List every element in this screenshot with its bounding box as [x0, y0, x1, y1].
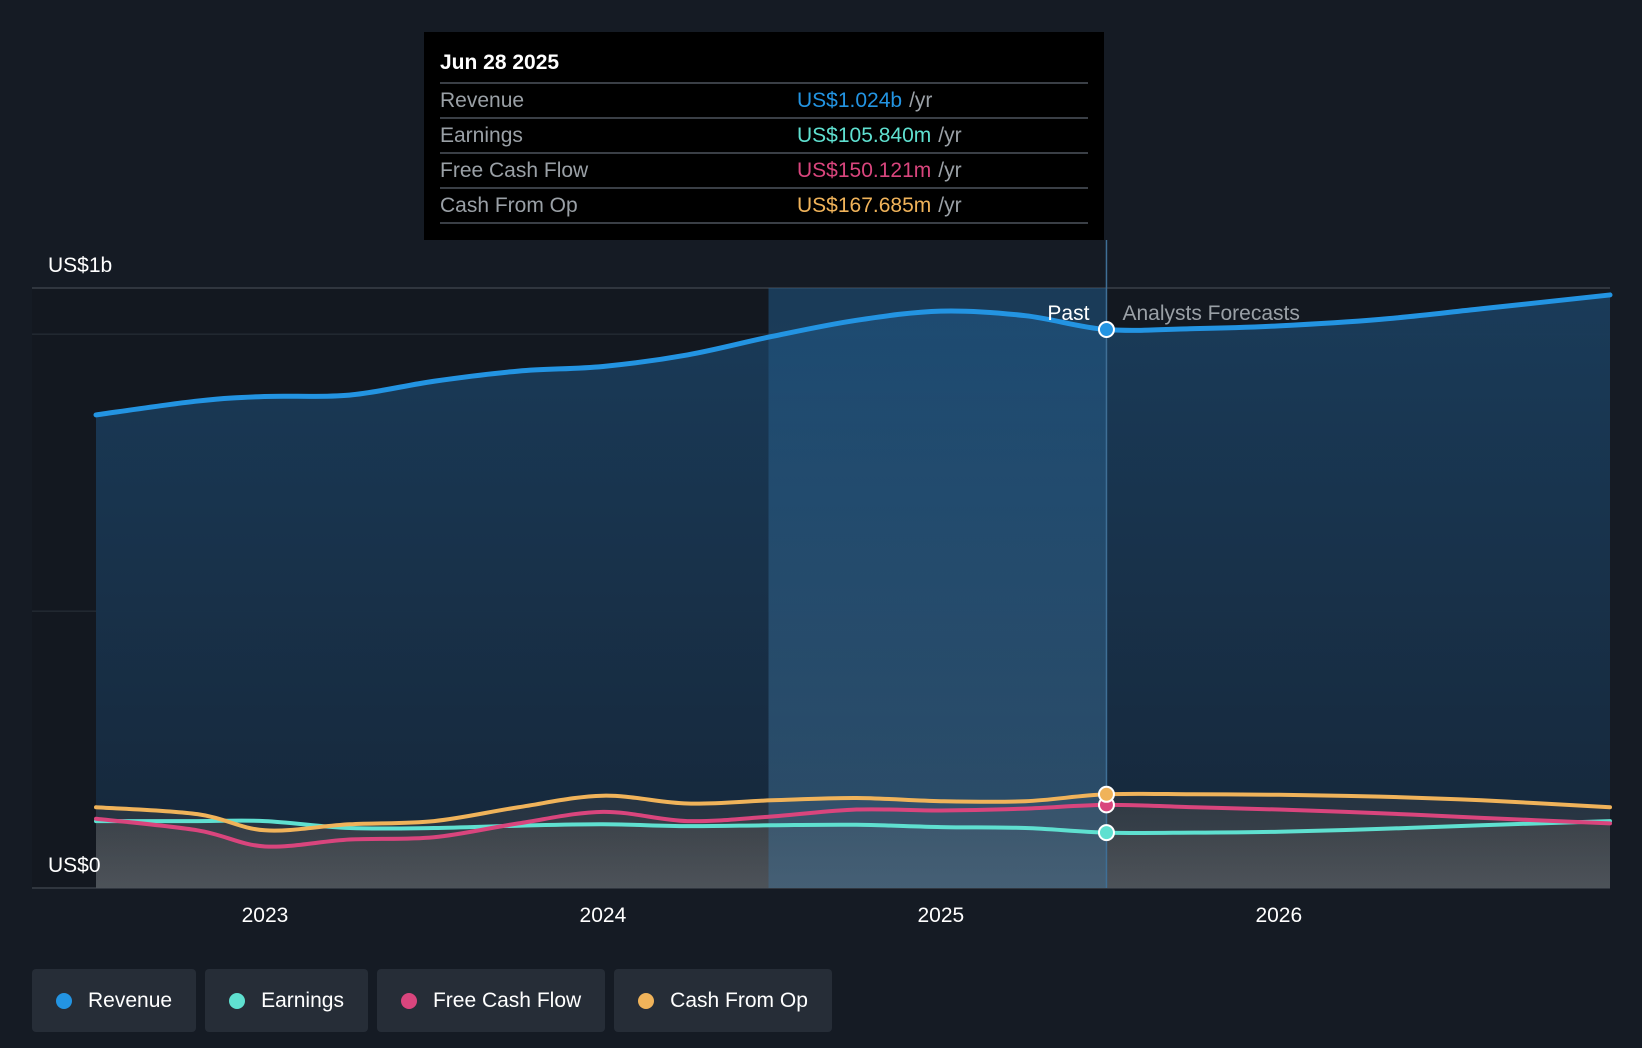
line-cash-from-op [94, 791, 1612, 833]
tooltip-label: Cash From Op [440, 193, 578, 217]
x-tick-label: 2026 [1255, 904, 1302, 927]
tooltip-value: US$105.840m [797, 123, 932, 147]
current-markers [1097, 321, 1115, 842]
y-tick-label: US$1b [48, 254, 112, 277]
legend-item-revenue[interactable]: Revenue [32, 969, 197, 1032]
marker-revenue [1097, 321, 1115, 339]
marker-cash-from-op [1097, 785, 1115, 803]
tooltip-row-revenue: Revenue US$1.024b /yr [440, 82, 1088, 117]
marker-earnings [1097, 824, 1115, 842]
legend-label: Revenue [88, 988, 173, 1012]
tooltip-label: Earnings [440, 123, 523, 147]
tooltip-row-earnings: Earnings US$105.840m /yr [440, 117, 1088, 152]
tooltip-label: Revenue [440, 88, 525, 112]
tooltip-label: Free Cash Flow [440, 158, 589, 182]
line-earnings [94, 818, 1612, 835]
tooltip: Jun 28 2025 Revenue US$1.024b /yr Earnin… [424, 32, 1104, 240]
series-lines [93, 292, 1613, 849]
x-tick-label: 2025 [918, 904, 965, 927]
legend-dot-icon [400, 992, 417, 1009]
legend-dot-icon [56, 992, 72, 1009]
tooltip-date: Jun 28 2025 [440, 51, 560, 74]
legend-label: Cash From Op [670, 988, 808, 1012]
legend-label: Free Cash Flow [432, 988, 582, 1012]
tooltip-unit: /yr [909, 88, 933, 112]
past-label: Past [1047, 302, 1089, 325]
legend-dot-icon [229, 992, 246, 1009]
tooltip-row-cash-from-op: Cash From Op US$167.685m /yr [440, 187, 1088, 224]
legend-item-cash-from-op[interactable]: Cash From Op [614, 969, 832, 1032]
y-tick-label: US$0 [48, 854, 101, 877]
tooltip-row-free-cash-flow: Free Cash Flow US$150.121m /yr [440, 152, 1088, 187]
tooltip-unit: /yr [938, 158, 962, 182]
x-tick-label: 2023 [242, 904, 289, 927]
y-axis-ticks: US$0 US$1b [48, 254, 112, 877]
legend: Revenue Earnings Free Cash Flow Cash Fro… [32, 969, 832, 1032]
tooltip-unit: /yr [938, 123, 962, 147]
legend-item-earnings[interactable]: Earnings [205, 969, 368, 1032]
tooltip-value: US$150.121m [797, 158, 932, 182]
tooltip-value: US$167.685m [797, 193, 932, 217]
tooltip-value: US$1.024b [797, 88, 903, 112]
tooltip-unit: /yr [938, 193, 962, 217]
line-free-cash-flow [94, 802, 1612, 849]
highlight-band [768, 288, 1107, 888]
forecast-label: Analysts Forecasts [1122, 302, 1299, 325]
x-tick-label: 2024 [580, 904, 627, 927]
legend-label: Earnings [261, 988, 344, 1012]
line-revenue [93, 292, 1613, 418]
x-axis-ticks: 2023 2024 2025 2026 [242, 904, 1303, 927]
legend-dot-icon [638, 992, 655, 1009]
legend-item-free-cash-flow[interactable]: Free Cash Flow [376, 969, 606, 1032]
